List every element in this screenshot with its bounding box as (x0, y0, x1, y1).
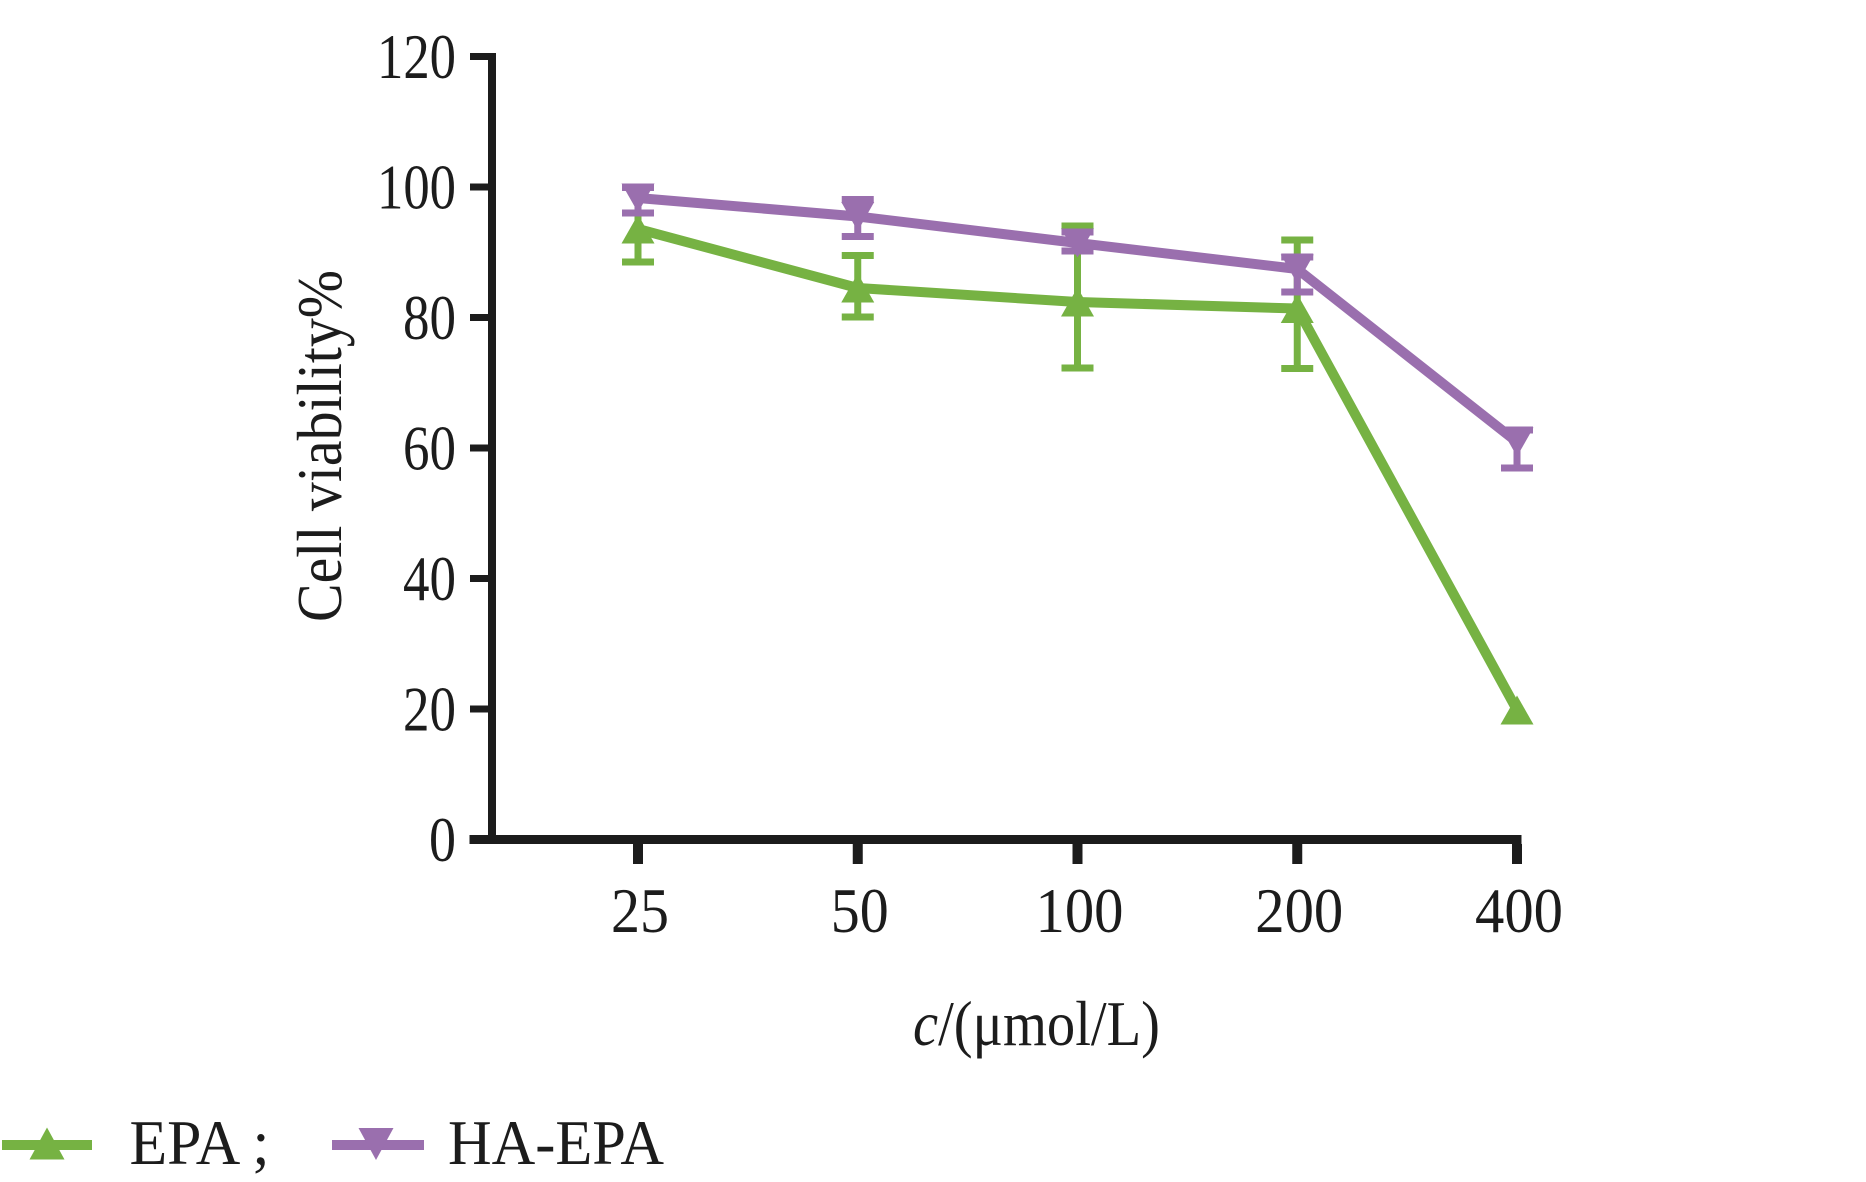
svg-text:HA-EPA: HA-EPA (448, 1108, 664, 1178)
svg-text:200: 200 (1255, 876, 1343, 946)
svg-text:20: 20 (403, 675, 456, 745)
svg-text:c/(μmol/L): c/(μmol/L) (913, 989, 1160, 1059)
svg-text:40: 40 (403, 544, 456, 614)
svg-text:100: 100 (377, 153, 456, 223)
svg-text:0: 0 (429, 805, 456, 875)
svg-text:25: 25 (611, 876, 669, 946)
svg-text:100: 100 (1036, 876, 1124, 946)
svg-text:120: 120 (377, 22, 456, 92)
svg-text:Cell viability%: Cell viability% (285, 270, 355, 622)
svg-text:EPA ;: EPA ; (130, 1108, 270, 1178)
svg-text:400: 400 (1475, 876, 1563, 946)
svg-text:80: 80 (403, 283, 456, 353)
svg-text:50: 50 (831, 876, 889, 946)
svg-text:60: 60 (403, 414, 456, 484)
